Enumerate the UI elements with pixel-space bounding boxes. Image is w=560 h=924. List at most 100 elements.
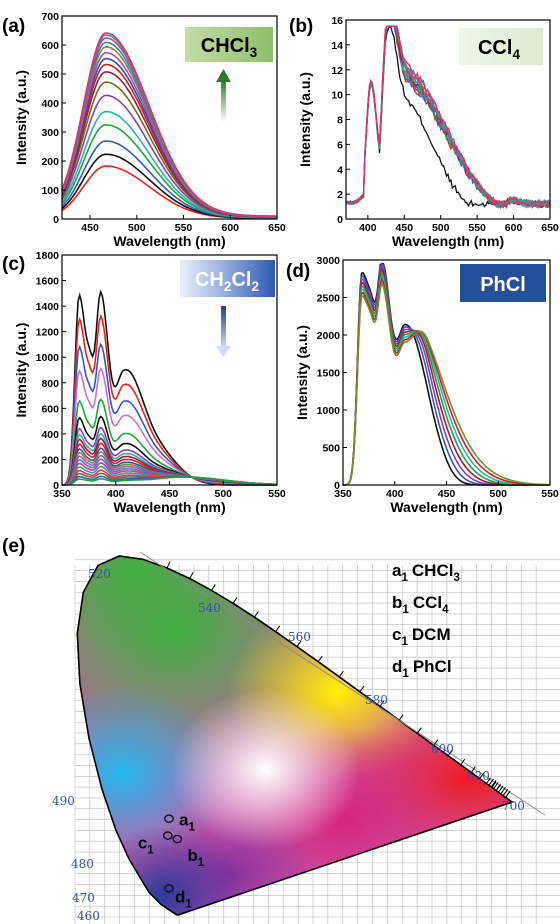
locus-tick <box>398 714 404 721</box>
x-tick-label: 350 <box>53 488 71 500</box>
y-tick-label: 600 <box>41 40 59 52</box>
wavelength-labels: 460 470 480 490 520 540 560 580 600 620 700 <box>52 567 525 923</box>
panel-c: (c) 350 400 450 500 550 0 200 400 600 800 1000 1200 1… <box>2 250 286 515</box>
y-ticks-a: 0 100 200 300 400 500 600 700 <box>41 11 66 226</box>
series-line <box>61 140 277 219</box>
y-tick-label: 400 <box>41 429 59 441</box>
legend-entry-a: a1 CHCl3 <box>392 561 460 584</box>
arrow-shaft <box>221 306 226 347</box>
y-tick-label: 1200 <box>36 327 60 339</box>
wavelength-label: 600 <box>431 742 454 756</box>
panel-label-e: (e) <box>2 536 25 557</box>
curves-a <box>61 32 278 219</box>
cie-point-a <box>164 814 174 824</box>
panel-d: (d) 350 400 450 500 550 0 500 1000 1500 2000 2500 30… <box>286 255 559 515</box>
y-tick-label: 14 <box>331 40 343 52</box>
y-tick-label: 16 <box>331 15 343 27</box>
y-tick-label: 400 <box>41 98 59 110</box>
y-tick-label: 2500 <box>317 293 341 305</box>
x-tick-label: 550 <box>468 222 486 234</box>
locus-tick <box>189 572 194 579</box>
wavelength-label: 490 <box>52 794 75 808</box>
y-tick-label: 800 <box>41 378 59 390</box>
trend-arrow-up <box>216 69 231 122</box>
solvent-label-b: CCl4 <box>459 28 543 65</box>
x-tick-label: 450 <box>396 222 414 234</box>
solvent-name: CHCl3 <box>201 35 258 60</box>
x-tick-label: 500 <box>489 488 507 500</box>
x-ticks-c: 350 400 450 500 550 <box>53 481 286 500</box>
panel-label-a: (a) <box>2 16 25 37</box>
y-tick-label: 0 <box>337 214 343 226</box>
x-tick-label: 400 <box>386 488 404 500</box>
cie-legend: a1 CHCl3 b1 CCl4 c1 DCM d1 PhCl <box>392 561 460 680</box>
locus-tick <box>502 788 509 797</box>
y-tick-label: 0 <box>53 480 59 492</box>
y-axis-label-a: Intensity (a.u.) <box>13 70 29 165</box>
y-ticks-b: 0 2 4 6 8 10 12 14 16 <box>331 15 350 226</box>
y-tick-label: 10 <box>331 90 343 102</box>
locus-tick <box>495 783 502 792</box>
color-blob <box>77 684 233 865</box>
y-tick-label: 500 <box>322 443 340 455</box>
series-line <box>61 32 277 217</box>
y-tick-label: 1400 <box>36 301 60 313</box>
x-tick-label: 450 <box>438 488 456 500</box>
x-tick-label: 650 <box>268 222 286 234</box>
y-tick-label: 4 <box>337 164 343 176</box>
cie-point-c <box>162 831 173 840</box>
x-tick-label: 550 <box>268 488 286 500</box>
panel-a: (a) 450 500 550 600 650 0 100 200 300 400 500 600 700… <box>2 11 286 249</box>
trend-arrow-down <box>216 306 231 357</box>
locus-tick <box>416 727 422 734</box>
arrow-shaft <box>221 80 226 122</box>
solvent-label-a: CHCl3 <box>185 27 273 62</box>
y-tick-label: 1000 <box>317 405 341 417</box>
solvent-box <box>180 260 275 297</box>
series-line <box>61 63 277 218</box>
wavelength-label: 580 <box>365 693 388 707</box>
tick-guide-line <box>139 551 546 816</box>
series-line <box>61 71 277 218</box>
x-axis-label-c: Wavelength (nm) <box>113 499 225 515</box>
locus-tick <box>166 561 171 569</box>
locus-tick <box>338 670 344 678</box>
cie-point-label-c: c1 <box>138 834 154 857</box>
color-blob <box>170 689 361 850</box>
wavelength-label: 540 <box>198 601 221 615</box>
x-tick-label: 650 <box>541 222 559 234</box>
plot-frame-a <box>61 15 278 220</box>
y-tick-label: 300 <box>41 127 59 139</box>
cie-point-d <box>164 884 174 893</box>
y-tick-label: 2 <box>337 189 343 201</box>
cie-point-label-d: d1 <box>175 887 192 910</box>
locus-tick <box>492 781 499 790</box>
y-tick-label: 0 <box>334 480 340 492</box>
arrow-head <box>216 69 231 82</box>
wavelength-label: 700 <box>502 799 525 813</box>
legend-entry-b: b1 CCl4 <box>392 593 449 616</box>
cie-point-b <box>172 834 183 844</box>
y-tick-label: 6 <box>337 139 343 151</box>
solvent-box <box>460 264 546 302</box>
panel-label-d: (d) <box>286 261 310 282</box>
solvent-name: PhCl <box>480 274 526 296</box>
y-tick-label: 1500 <box>317 368 341 380</box>
x-tick-label: 450 <box>161 488 179 500</box>
legend-entry-c: c1 DCM <box>392 625 451 648</box>
y-tick-label: 200 <box>41 156 59 168</box>
y-tick-label: 200 <box>41 454 59 466</box>
y-tick-label: 100 <box>41 185 59 197</box>
series-line <box>345 25 551 210</box>
wavelength-label: 460 <box>77 909 100 923</box>
y-axis-label-b: Intensity (a.u.) <box>297 72 313 167</box>
x-tick-label: 400 <box>107 488 125 500</box>
solvent-label-d: PhCl <box>460 264 546 302</box>
locus-tick <box>460 758 466 766</box>
y-tick-label: 0 <box>53 214 59 226</box>
x-tick-label: 450 <box>81 222 99 234</box>
locus-tick <box>211 584 216 591</box>
locus-tick <box>497 785 504 794</box>
locus-tick <box>232 597 238 604</box>
